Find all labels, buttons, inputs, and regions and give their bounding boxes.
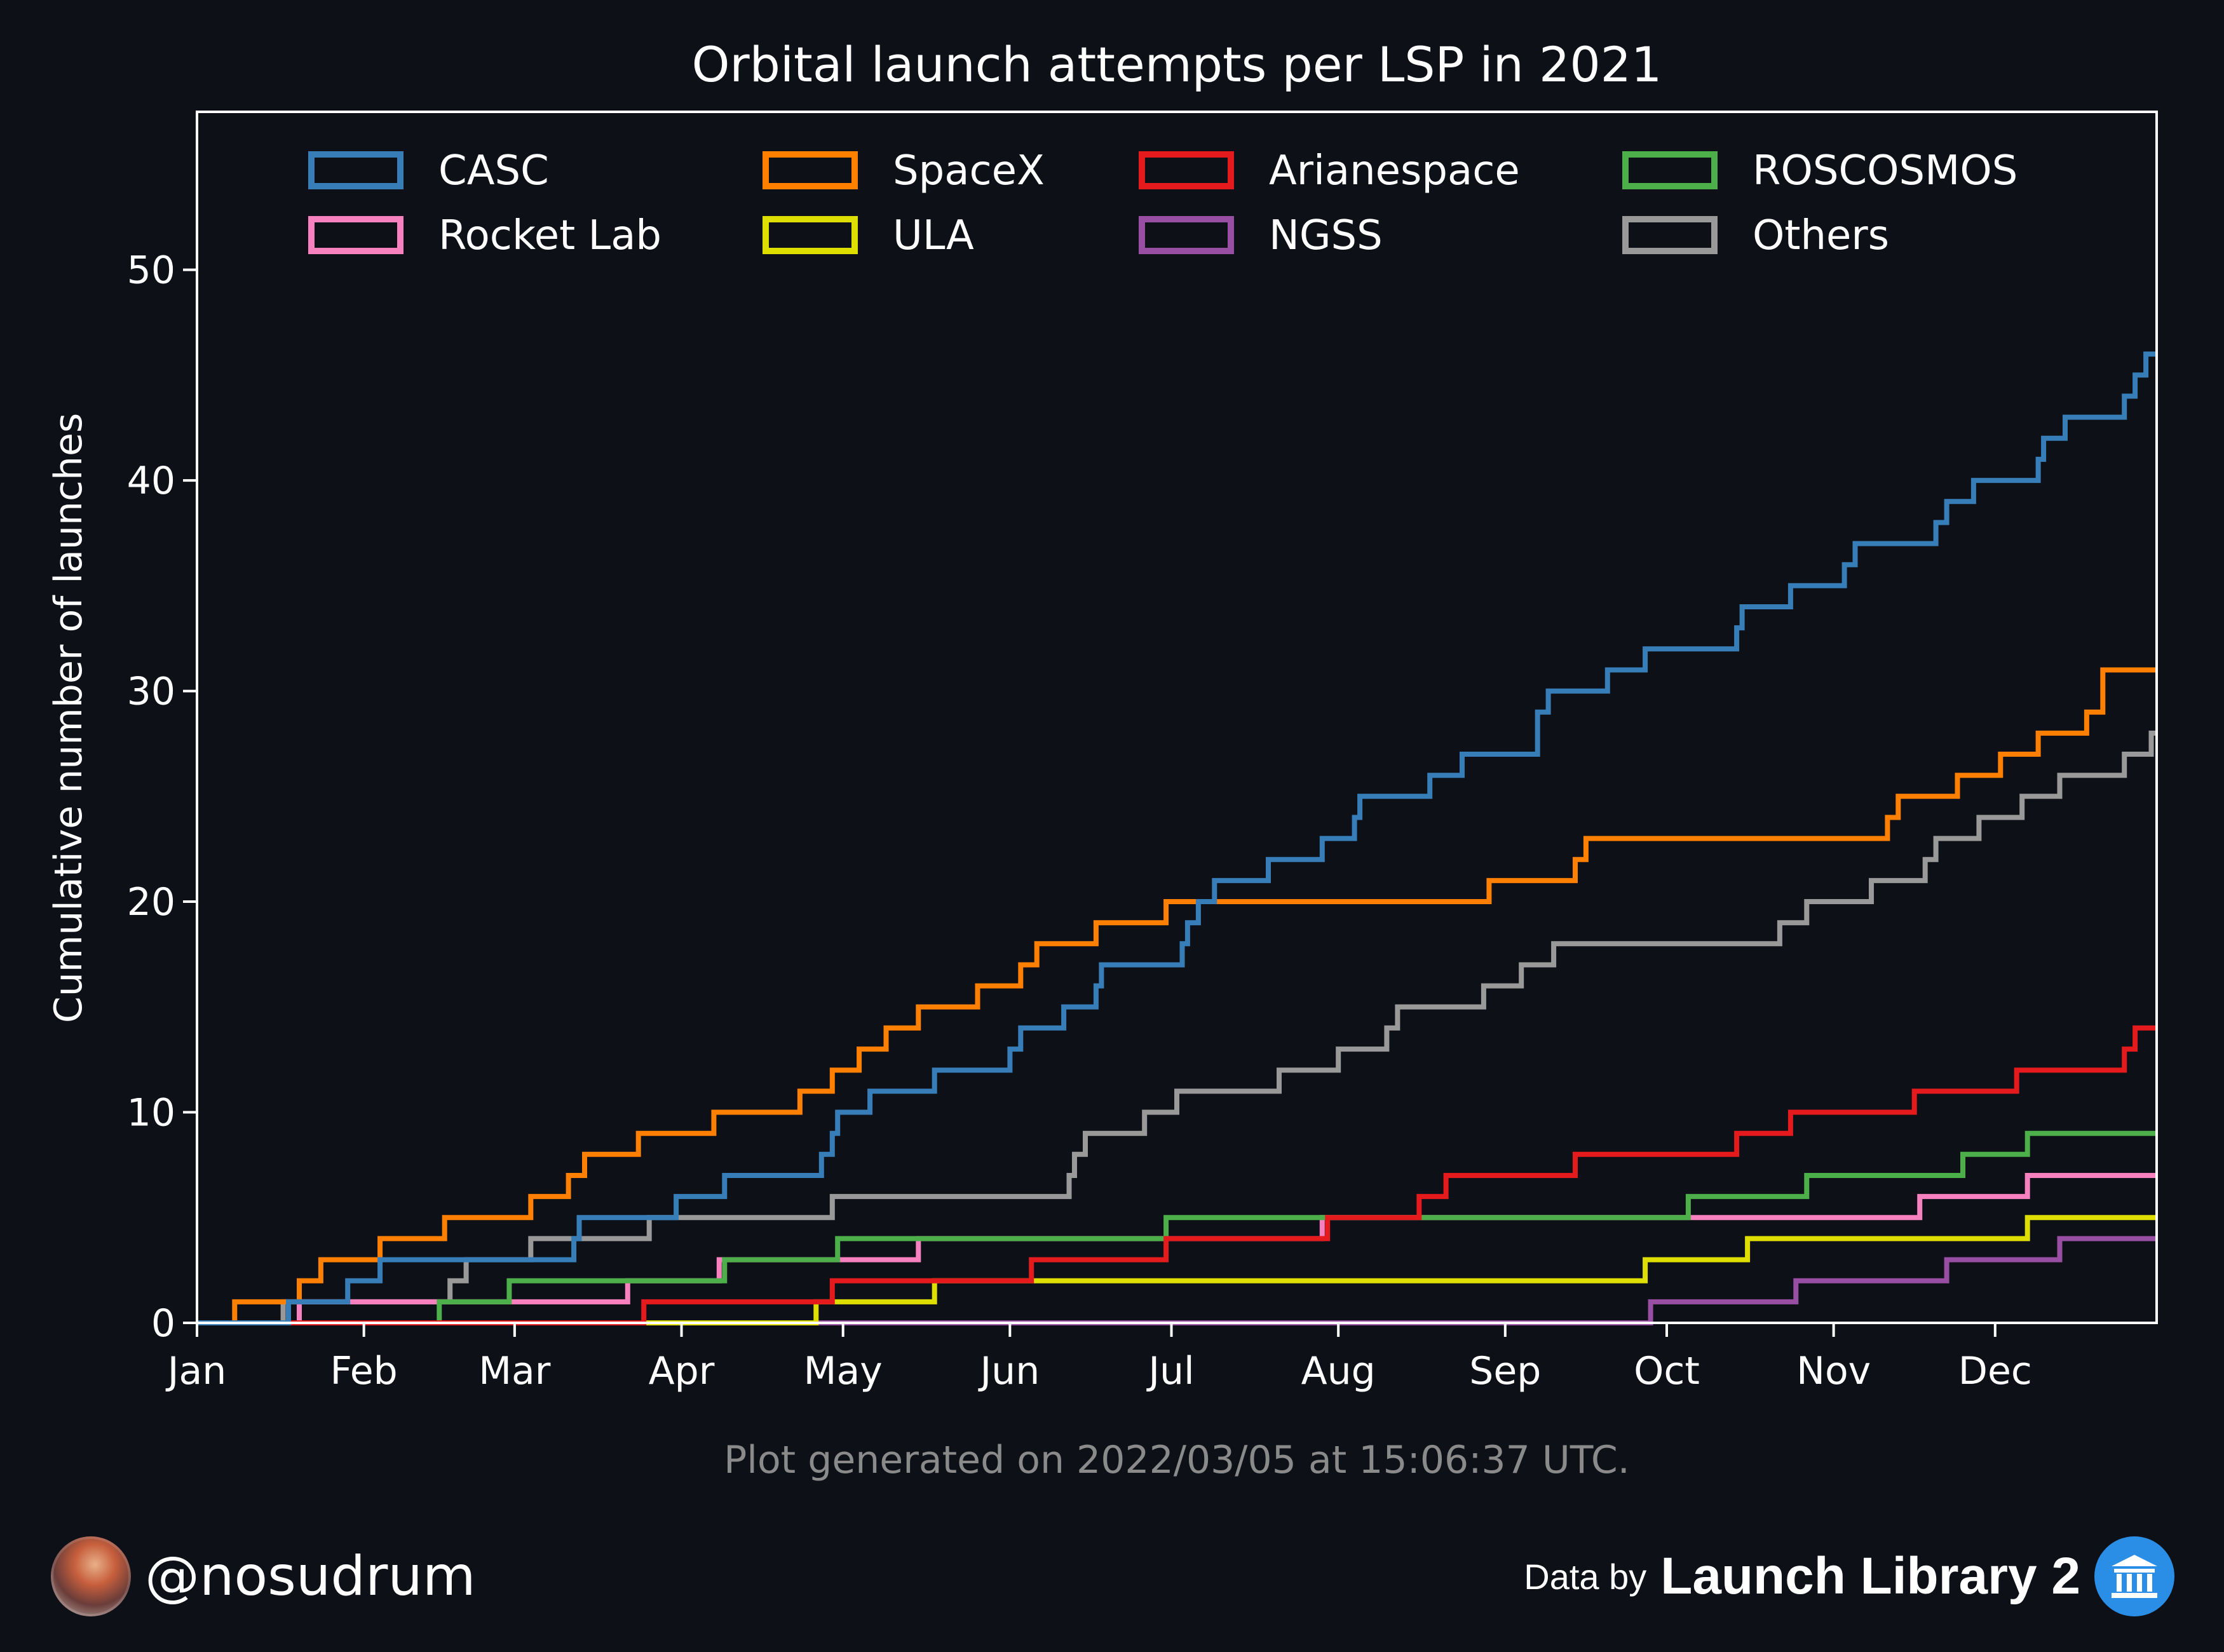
legend-label-rocket-lab: Rocket Lab: [438, 212, 661, 259]
legend-label-others: Others: [1753, 212, 1889, 259]
legend-swatch-casc: [308, 151, 403, 189]
series-layer: [197, 351, 2157, 1325]
legend-swatch-arianespace: [1139, 151, 1234, 189]
y-tick-label: 50: [127, 248, 175, 293]
y-tick-label: 40: [127, 459, 175, 503]
legend-label-roscosmos: ROSCOSMOS: [1753, 147, 2017, 194]
astronaut-avatar-icon: [51, 1536, 131, 1616]
x-axis: Jan Feb Mar Apr May Jun Jul Aug Sep Oct Nov Dec: [165, 1323, 2032, 1393]
legend-label-ngss: NGSS: [1269, 212, 1383, 259]
legend: CASC SpaceX Arianespace ROSCOSMOS Rocket Lab…: [308, 147, 2017, 259]
y-tick-label: 0: [151, 1301, 175, 1346]
legend-swatch-ngss: [1139, 216, 1234, 254]
series-line-others: [197, 730, 2157, 1325]
y-axis: 0 10 20 30 40 50: [127, 248, 197, 1346]
legend-label-arianespace: Arianespace: [1269, 147, 1520, 194]
legend-swatch-rocket-lab: [308, 216, 403, 254]
x-tick-label: Jan: [165, 1349, 227, 1393]
x-tick-label: Jul: [1146, 1349, 1194, 1393]
y-tick-label: 30: [127, 670, 175, 714]
data-source-credit: Data by Launch Library 2: [1524, 1536, 2174, 1616]
series-line-arianespace: [197, 1025, 2157, 1325]
legend-swatch-spacex: [763, 151, 858, 189]
author-credit: @nosudrum: [51, 1536, 476, 1616]
y-tick-label: 20: [127, 880, 175, 924]
x-tick-label: Dec: [1958, 1349, 2032, 1393]
x-tick-label: Mar: [478, 1349, 551, 1393]
x-tick-label: Sep: [1469, 1349, 1541, 1393]
y-tick-label: 10: [127, 1091, 175, 1135]
legend-label-casc: CASC: [438, 147, 549, 194]
plot-area-frame: [196, 111, 2158, 1324]
data-by-label: Data by: [1524, 1556, 1647, 1597]
legend-swatch-others: [1622, 216, 1718, 254]
y-axis-label: Cumulative number of launches: [46, 413, 91, 1023]
series-line-casc: [197, 351, 2157, 1325]
x-tick-label: May: [804, 1349, 883, 1393]
x-tick-label: Jun: [977, 1349, 1040, 1393]
library-building-icon: [2094, 1536, 2174, 1616]
x-tick-label: Aug: [1301, 1349, 1376, 1393]
x-tick-label: Nov: [1796, 1349, 1871, 1393]
x-tick-label: Feb: [330, 1349, 398, 1393]
x-tick-label: Apr: [649, 1349, 715, 1393]
legend-swatch-ula: [763, 216, 858, 254]
legend-swatch-roscosmos: [1622, 151, 1718, 189]
legend-label-spacex: SpaceX: [893, 147, 1045, 194]
data-source-name: Launch Library 2: [1660, 1547, 2080, 1605]
author-handle: @nosudrum: [145, 1545, 476, 1608]
generated-timestamp: Plot generated on 2022/03/05 at 15:06:37…: [724, 1438, 1630, 1482]
chart-title: Orbital launch attempts per LSP in 2021: [692, 36, 1662, 93]
series-line-roscosmos: [197, 1130, 2157, 1325]
series-line-spacex: [197, 667, 2157, 1325]
series-line-ula: [197, 1215, 2157, 1325]
x-tick-label: Oct: [1634, 1349, 1700, 1393]
legend-label-ula: ULA: [893, 212, 974, 259]
series-line-ngss: [197, 1236, 2157, 1325]
